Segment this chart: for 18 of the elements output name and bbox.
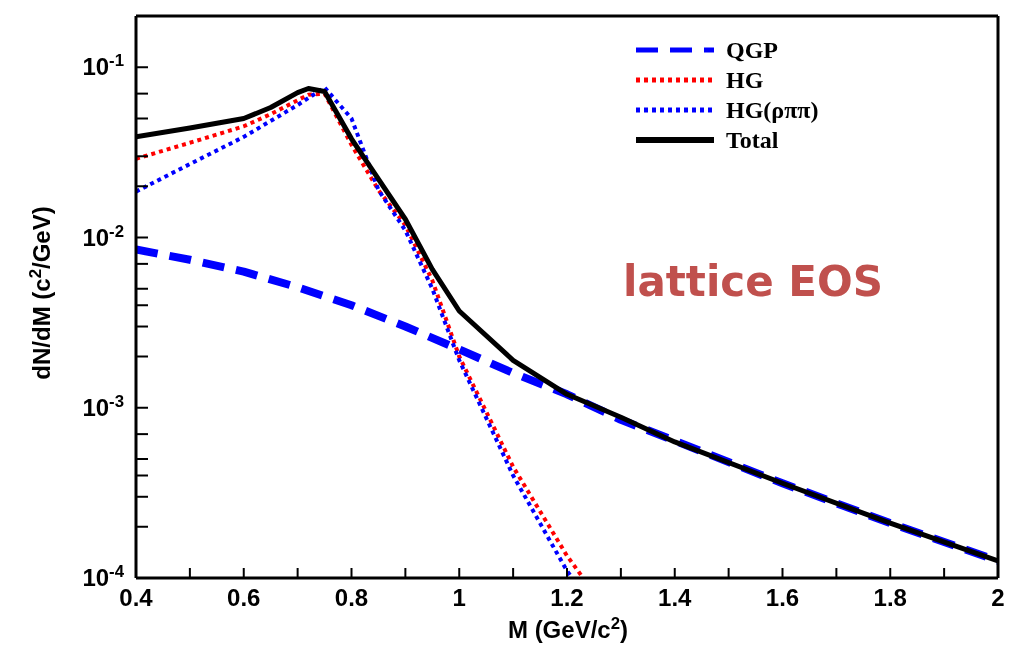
legend-label: Total xyxy=(726,127,779,153)
x-tick-label: 2 xyxy=(991,584,1005,611)
x-axis-title: M (GeV/c$^{2}$) xyxy=(507,613,629,643)
x-tick-label: 0.6 xyxy=(227,584,261,611)
y-tick-label: 10$^{-2}$ xyxy=(82,221,124,251)
legend-label: HG xyxy=(726,67,764,93)
x-tick-label: 1.6 xyxy=(765,584,800,611)
annotation: lattice EOS xyxy=(623,257,883,306)
x-tick-label: 1.8 xyxy=(873,584,907,611)
y-tick-label: 10$^{-1}$ xyxy=(82,50,124,81)
x-tick-label: 1.4 xyxy=(658,584,693,611)
y-tick-label: 10$^{-3}$ xyxy=(82,391,124,421)
x-tick-label: 0.8 xyxy=(334,584,369,611)
legend-label: HG(ρππ) xyxy=(726,97,819,123)
x-tick-label: 0.4 xyxy=(119,584,154,611)
x-tick-label: 1.2 xyxy=(550,584,584,611)
legend-label: QGP xyxy=(726,37,778,63)
x-tick-label: 1 xyxy=(452,584,466,611)
